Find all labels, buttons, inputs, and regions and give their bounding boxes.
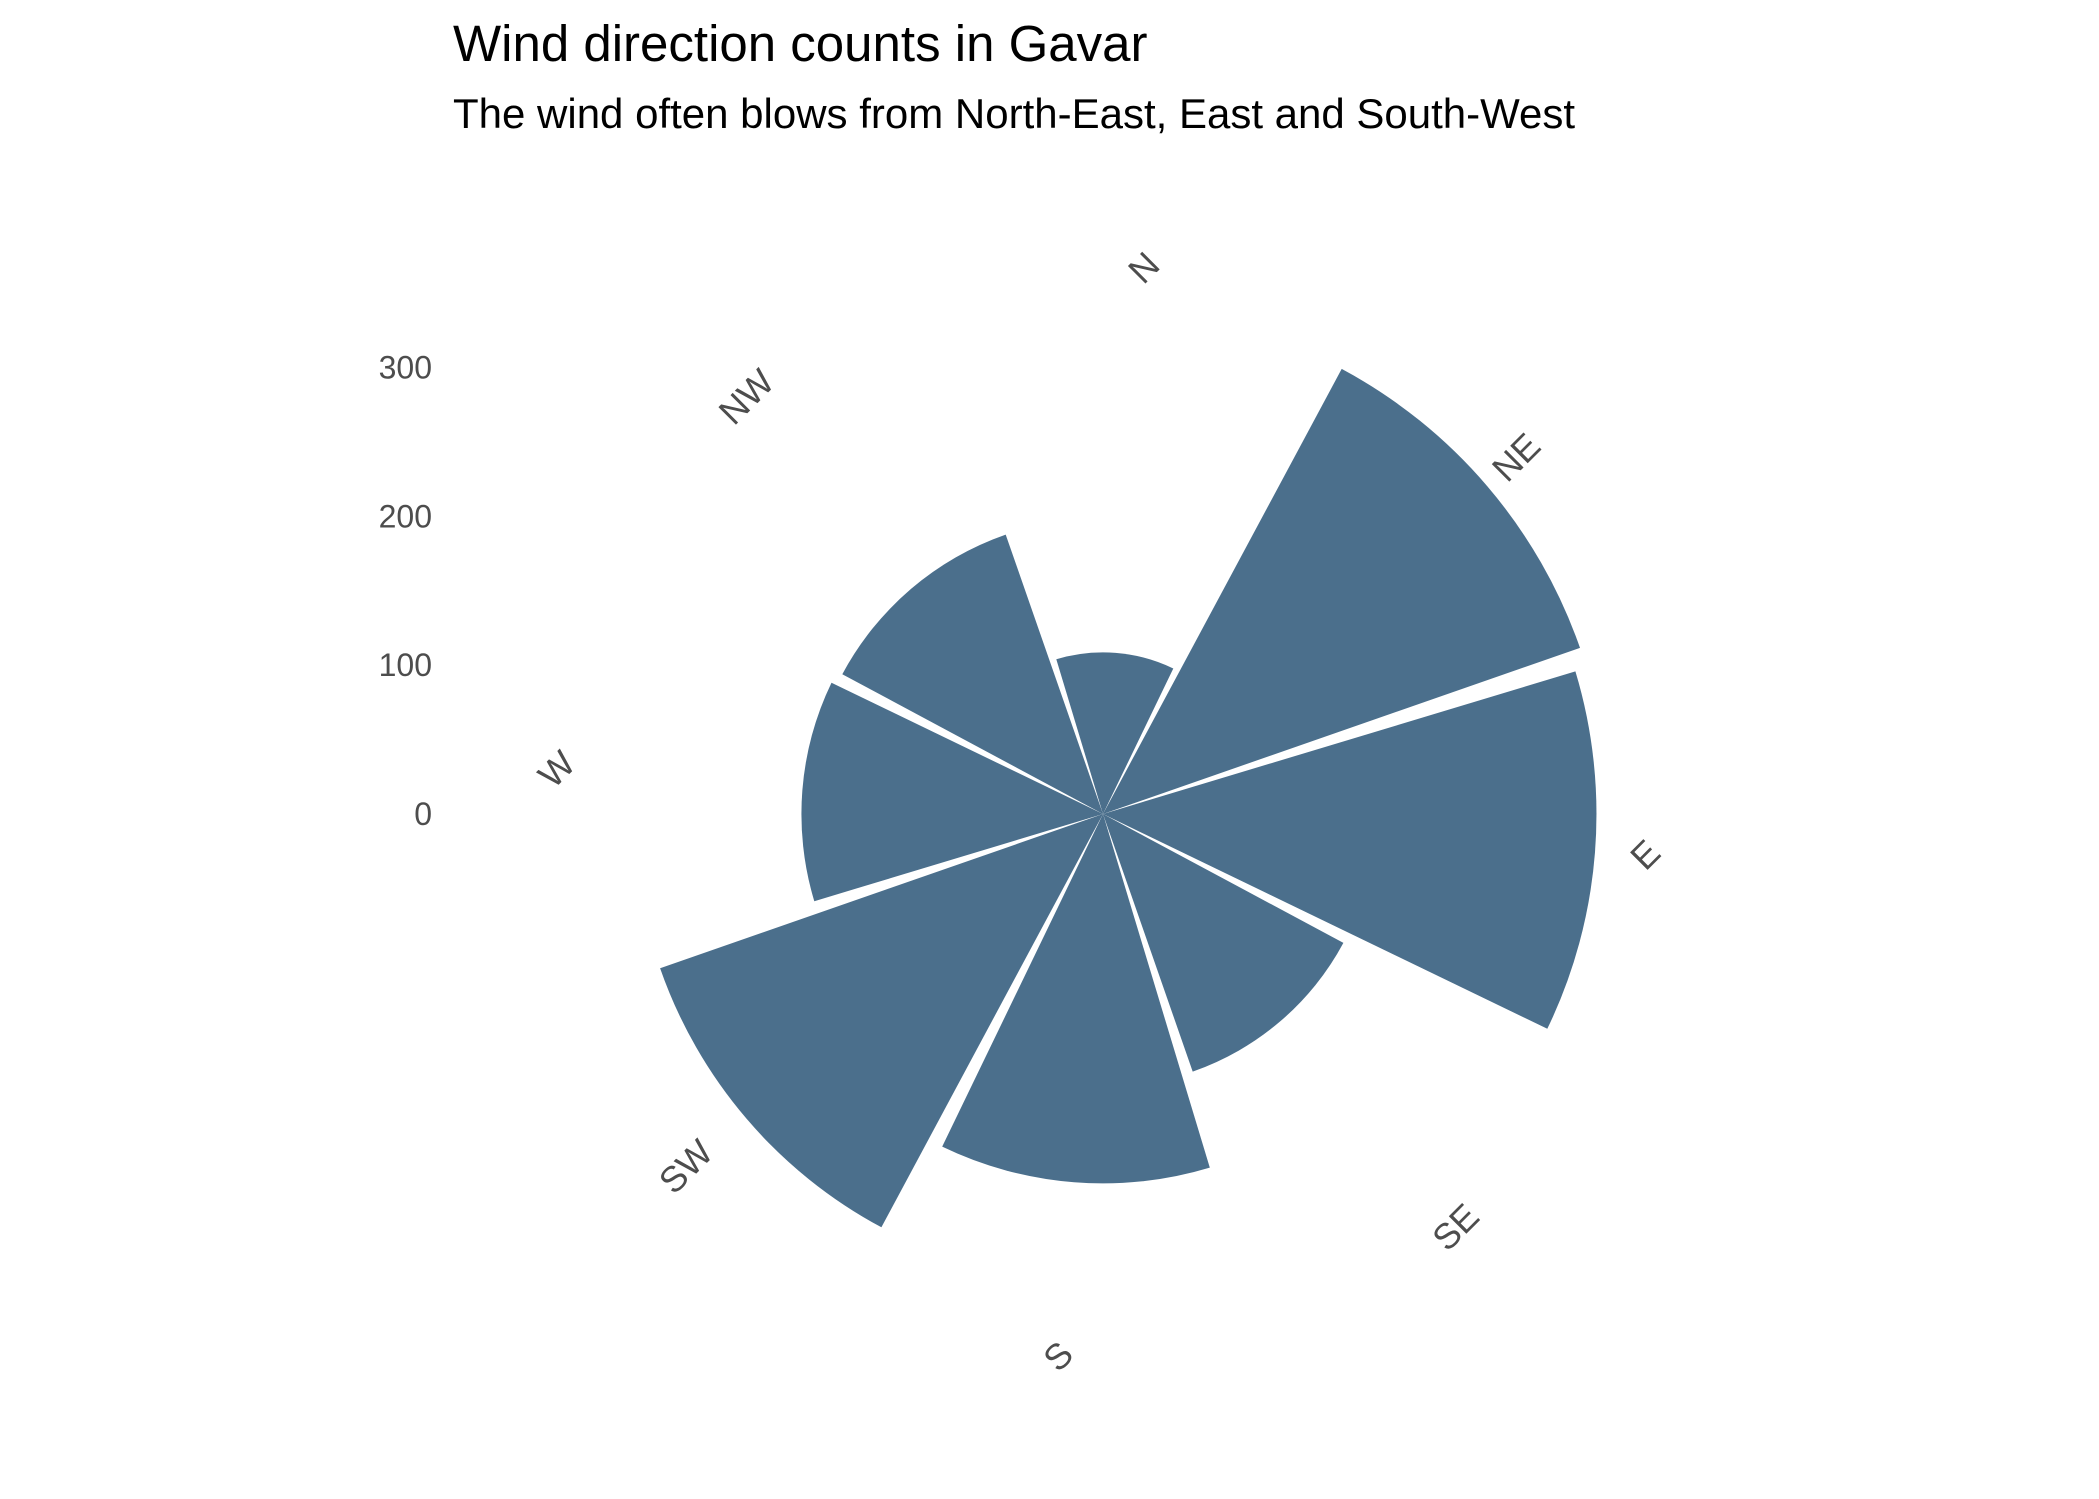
direction-label-w: W	[530, 743, 583, 796]
bar-nw	[842, 534, 1103, 814]
direction-label-s: S	[1035, 1333, 1081, 1379]
bar-e	[1103, 671, 1597, 1029]
chart-title: Wind direction counts in Gavar	[453, 15, 1148, 72]
radial-tick-labels: 0 100 200 300	[379, 350, 432, 832]
direction-label-e: E	[1622, 832, 1668, 878]
chart-subtitle: The wind often blows from North-East, Ea…	[453, 90, 1576, 137]
tick-label-200: 200	[379, 498, 432, 534]
bar-se	[1103, 814, 1344, 1072]
bar-s	[942, 814, 1210, 1184]
tick-label-0: 0	[414, 796, 432, 832]
direction-label-ne: NE	[1484, 425, 1548, 489]
bar-sw	[660, 814, 1103, 1228]
direction-label-sw: SW	[651, 1131, 721, 1201]
bar-n	[1056, 652, 1174, 814]
tick-label-100: 100	[379, 647, 432, 683]
direction-label-se: SE	[1424, 1196, 1487, 1259]
bar-ne	[1103, 368, 1580, 814]
bar-w	[801, 682, 1103, 902]
direction-label-nw: NW	[711, 361, 782, 432]
tick-label-300: 300	[379, 350, 432, 386]
bars-group	[660, 368, 1597, 1228]
direction-label-n: N	[1120, 244, 1167, 291]
